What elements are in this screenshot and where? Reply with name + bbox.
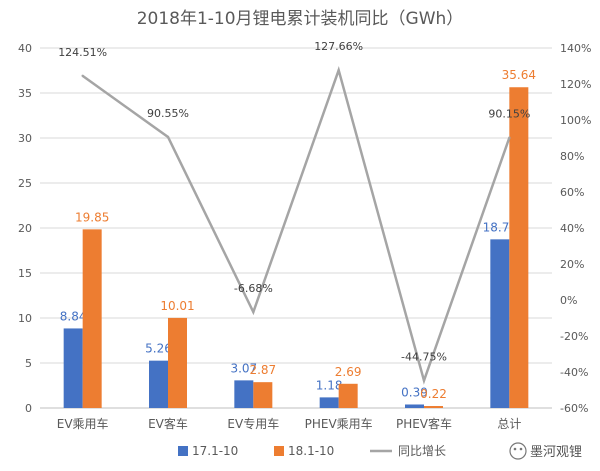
bar-18-label: 0.22 bbox=[420, 387, 447, 401]
right-tick-label: 80% bbox=[560, 150, 584, 163]
growth-label: -6.68% bbox=[234, 282, 273, 295]
growth-point bbox=[422, 379, 426, 382]
left-tick-label: 10 bbox=[18, 312, 32, 325]
legend-swatch bbox=[274, 446, 284, 456]
category-axis: EV乘用车 EV客车 EV专用车 PHEV乘用车 PHEV客车 总计 bbox=[57, 416, 522, 431]
bar-18-label: 2.87 bbox=[249, 363, 276, 377]
right-tick-label: 120% bbox=[560, 78, 591, 91]
legend-label: 17.1-10 bbox=[192, 444, 238, 458]
wechat-icon-eye-left bbox=[513, 447, 517, 451]
bar-17-label: 1.18 bbox=[316, 378, 343, 392]
bar-18-label: 19.85 bbox=[75, 210, 109, 224]
growth-point bbox=[166, 135, 170, 139]
bar-17 bbox=[149, 360, 168, 408]
growth-label: 90.55% bbox=[147, 107, 189, 120]
left-tick-label: 40 bbox=[18, 42, 32, 55]
category-label: EV乘用车 bbox=[57, 416, 109, 431]
left-tick-label: 30 bbox=[18, 132, 32, 145]
bar-17 bbox=[490, 239, 510, 408]
left-tick-label: 0 bbox=[25, 402, 32, 415]
wechat-icon-eye-right bbox=[519, 447, 523, 451]
bar-17 bbox=[405, 404, 424, 408]
bar-18-label: 2.69 bbox=[335, 365, 362, 379]
bar-18 bbox=[253, 382, 273, 408]
bar-17-label: 5.26 bbox=[145, 342, 172, 356]
bar-17-label: 3.07 bbox=[230, 361, 257, 375]
growth-point bbox=[337, 69, 340, 72]
growth-point bbox=[508, 136, 511, 139]
legend-label: 同比增长 bbox=[398, 444, 446, 458]
growth-label: -44.75% bbox=[401, 351, 447, 364]
growth-polyline bbox=[81, 66, 511, 385]
bar-17 bbox=[319, 397, 339, 408]
right-tick-label: 60% bbox=[560, 186, 584, 199]
right-tick-label: -40% bbox=[560, 366, 588, 379]
growth-label: 90.15% bbox=[488, 108, 530, 121]
bar-18 bbox=[338, 383, 358, 408]
bar-18-label: 35.64 bbox=[502, 68, 536, 82]
legend-label: 18.1-10 bbox=[288, 444, 334, 458]
category-label: EV客车 bbox=[148, 416, 188, 431]
legend: 17.1-10 18.1-10 同比增长 bbox=[178, 444, 446, 458]
growth-line: 124.51% 90.55% -6.68% 127.66% -44.75% 90.15% bbox=[58, 40, 530, 385]
bar-17-label: 8.84 bbox=[60, 309, 87, 323]
right-axis: -60% -40% -20% 0% 20% 40% 60% 80% 100% 120% 140% bbox=[560, 42, 591, 415]
left-tick-label: 35 bbox=[18, 87, 32, 100]
growth-label: 124.51% bbox=[58, 46, 107, 59]
bar-17-label: 0.39 bbox=[401, 385, 428, 399]
right-tick-label: -20% bbox=[560, 330, 588, 343]
category-label: 总计 bbox=[497, 417, 521, 431]
wechat-icon bbox=[509, 442, 527, 460]
bar-17 bbox=[63, 328, 83, 408]
bar-18 bbox=[82, 229, 102, 408]
right-tick-label: -60% bbox=[560, 402, 588, 415]
left-tick-label: 20 bbox=[18, 222, 32, 235]
category-label: PHEV客车 bbox=[396, 416, 452, 431]
left-tick-label: 15 bbox=[18, 267, 32, 280]
watermark-text: 墨河观锂 bbox=[530, 445, 582, 460]
left-tick-label: 25 bbox=[18, 177, 32, 190]
left-axis: 0 5 10 15 20 25 30 35 40 bbox=[18, 42, 32, 415]
growth-point bbox=[81, 74, 84, 78]
left-tick-label: 5 bbox=[25, 357, 32, 370]
bar-17 bbox=[234, 380, 254, 408]
right-tick-label: 20% bbox=[560, 258, 584, 271]
right-tick-label: 40% bbox=[560, 222, 584, 235]
chart-title: 2018年1-10月锂电累计装机同比（GWh） bbox=[137, 9, 464, 29]
bar-18 bbox=[424, 406, 443, 408]
right-tick-label: 100% bbox=[560, 114, 591, 127]
bar-17-label: 18.74 bbox=[483, 220, 517, 234]
bar-18 bbox=[509, 87, 529, 409]
category-label: EV专用车 bbox=[227, 416, 279, 431]
bar-18 bbox=[168, 317, 187, 408]
gridlines bbox=[40, 47, 552, 409]
right-tick-label: 140% bbox=[560, 42, 591, 55]
legend-swatch bbox=[178, 446, 188, 456]
growth-point bbox=[252, 310, 255, 314]
bar-18-label: 10.01 bbox=[160, 299, 194, 313]
bars: 8.84 5.26 3.07 1.18 0.39 18.74 19.85 10.01 2.87 2… bbox=[60, 68, 536, 409]
growth-label: 127.66% bbox=[314, 40, 363, 53]
right-tick-label: 0% bbox=[560, 294, 577, 307]
watermark: 墨河观锂 bbox=[509, 442, 582, 460]
category-label: PHEV乘用车 bbox=[305, 416, 373, 431]
